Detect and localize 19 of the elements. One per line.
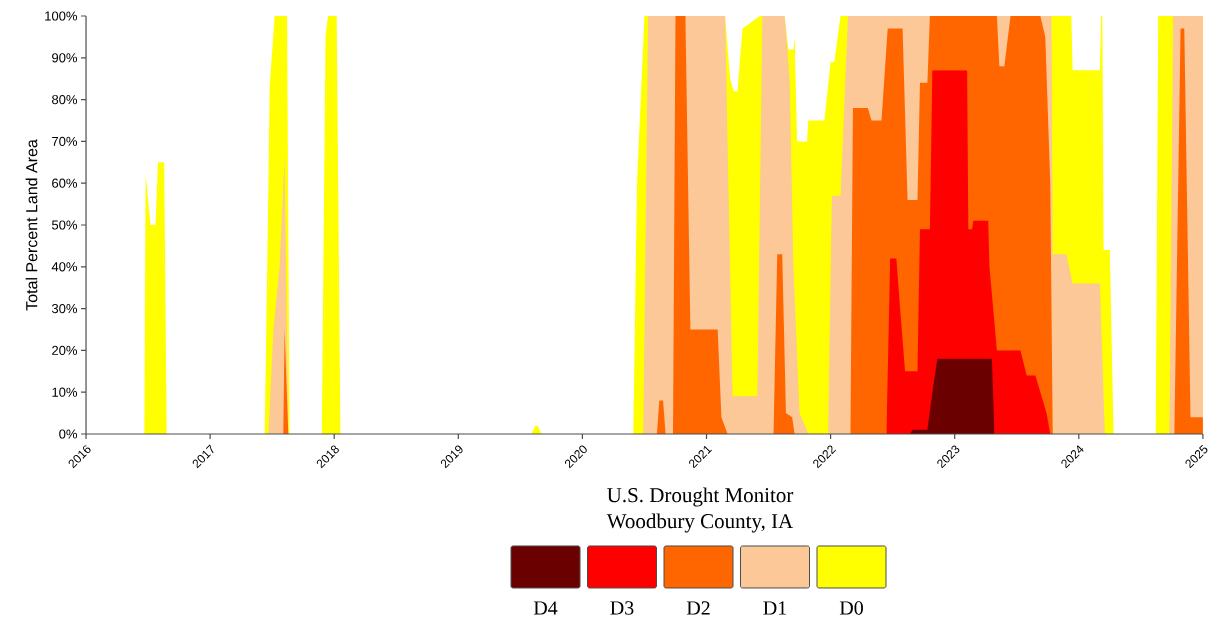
legend-label: D4: [533, 601, 558, 615]
legend-label: D1: [763, 601, 787, 615]
y-axis-title: Total Percent Land Area: [25, 139, 38, 311]
y-tick-label: 30%: [51, 303, 78, 314]
legend-label: D3: [610, 601, 634, 615]
y-tick-label: 10%: [52, 387, 78, 397]
text: U.S. Drought Monitor: [607, 487, 794, 507]
y-tick-label: 20%: [52, 345, 78, 355]
y-tick-label: 70%: [52, 136, 78, 146]
legend-label: D2: [686, 601, 710, 615]
y-tick-label: 40%: [51, 262, 78, 272]
y-tick-label: 50%: [51, 220, 78, 230]
y-tick-label: 80%: [52, 94, 78, 105]
y-tick-label: 0%: [59, 429, 78, 439]
text: Woodbury County, IA: [606, 513, 794, 533]
y-tick-label: 90%: [52, 53, 78, 63]
y-tick-label: 100%: [45, 11, 78, 21]
legend-label: D0: [839, 601, 863, 615]
y-tick-label: 60%: [52, 178, 78, 188]
